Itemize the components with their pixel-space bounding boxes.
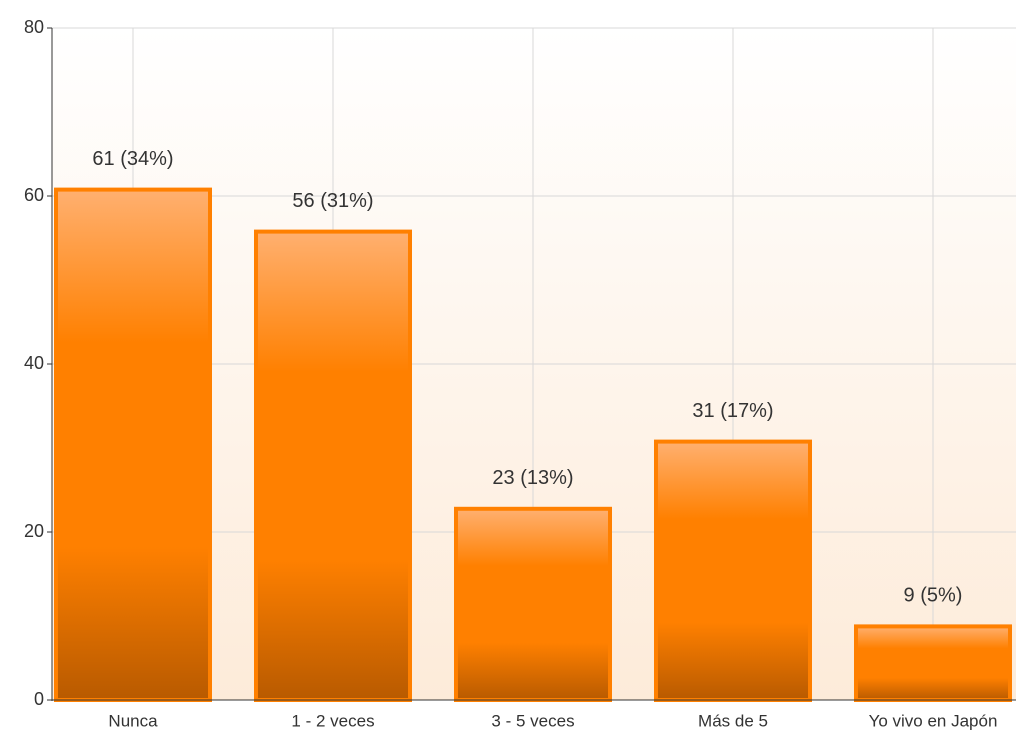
y-tick-label: 80 — [24, 17, 44, 37]
data-label: 31 (17%) — [692, 400, 773, 422]
bar — [54, 187, 212, 702]
marks — [54, 187, 1012, 703]
y-tick-label: 20 — [24, 521, 44, 541]
y-tick-label: 0 — [34, 689, 44, 709]
bar — [454, 506, 612, 702]
data-label: 9 (5%) — [904, 585, 963, 607]
x-tick-label: Nunca — [108, 711, 158, 730]
bar — [654, 439, 812, 702]
data-label: 23 (13%) — [492, 467, 573, 489]
x-tick-label: Yo vivo en Japón — [869, 711, 998, 730]
data-label: 56 (31%) — [292, 190, 373, 212]
bar — [854, 624, 1012, 703]
data-label: 61 (34%) — [92, 148, 173, 170]
y-tick-label: 40 — [24, 353, 44, 373]
bar — [254, 229, 412, 702]
x-tick-label: 1 - 2 veces — [291, 711, 374, 730]
y-tick-label: 60 — [24, 185, 44, 205]
x-tick-label: 3 - 5 veces — [491, 711, 574, 730]
x-tick-label: Más de 5 — [698, 711, 768, 730]
